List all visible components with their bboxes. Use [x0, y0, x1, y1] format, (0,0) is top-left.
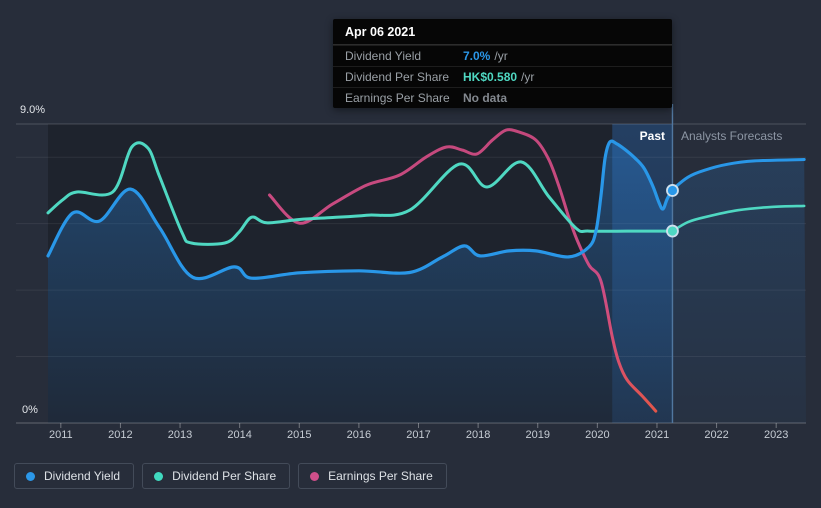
legend-label: Earnings Per Share [328, 469, 433, 483]
x-axis-label-2014: 2014 [227, 429, 252, 441]
tooltip-value-dividend-per-share: HK$0.580 [463, 70, 518, 84]
past-zone-label: Past [639, 129, 665, 143]
x-axis-label-2011: 2011 [48, 429, 73, 441]
tooltip-row-dividend-yield: Dividend Yield 7.0% /yr [333, 45, 672, 66]
chart-legend: Dividend Yield Dividend Per Share Earnin… [14, 463, 447, 489]
x-axis-label-2016: 2016 [346, 429, 372, 441]
dividend-yield-marker-dot[interactable] [666, 184, 679, 197]
legend-item-dividend-yield[interactable]: Dividend Yield [14, 463, 135, 489]
legend-item-earnings-per-share[interactable]: Earnings Per Share [298, 463, 447, 489]
y-axis-max-label: 9.0% [20, 104, 46, 116]
x-axis-label-2019: 2019 [525, 429, 550, 441]
earnings-per-share-line [268, 128, 658, 413]
tooltip-value-earnings-per-share: No data [463, 91, 508, 105]
chart-tooltip: Apr 06 2021 Dividend Yield 7.0% /yr Divi… [333, 19, 672, 108]
x-axis-label-2022: 2022 [704, 429, 729, 441]
tooltip-row-dividend-per-share: Dividend Per Share HK$0.580 /yr [333, 66, 672, 87]
tooltip-value-dividend-yield: 7.0% [463, 49, 491, 63]
tooltip-date: Apr 06 2021 [333, 19, 672, 45]
dividend-per-share-dot-icon [154, 471, 164, 481]
dividend-yield-area-forecast [672, 159, 806, 423]
dividend-yield-line-past [46, 139, 675, 281]
legend-label: Dividend Yield [44, 469, 121, 483]
dividend-history-chart[interactable] [0, 0, 821, 455]
tooltip-row-earnings-per-share: Earnings Per Share No data [333, 87, 672, 108]
x-axis-label-2021: 2021 [644, 429, 670, 441]
dividend-yield-area-past [48, 141, 673, 423]
dividend-per-share-marker-dot[interactable] [666, 224, 679, 238]
x-axis-label-2012: 2012 [108, 429, 133, 441]
legend-label: Dividend Per Share [172, 469, 277, 483]
dividend-yield-line-forecast [671, 158, 806, 191]
x-axis-label-2020: 2020 [585, 429, 610, 441]
y-axis-min-label: 0% [22, 404, 38, 416]
x-axis-label-2023: 2023 [763, 429, 789, 441]
x-axis-label-2013: 2013 [167, 429, 193, 441]
x-axis-label-2015: 2015 [287, 429, 312, 441]
dividend-yield-dot-icon [26, 471, 35, 481]
dividend-per-share-line-forecast [671, 204, 806, 233]
earnings-per-share-dot-icon [310, 471, 320, 481]
legend-item-dividend-per-share[interactable]: Dividend Per Share [142, 463, 291, 489]
forecast-zone-label: Analysts Forecasts [681, 129, 783, 143]
x-axis-label-2018: 2018 [465, 429, 491, 441]
dividend-per-share-line-past [46, 141, 674, 246]
x-axis-label-2017: 2017 [406, 429, 431, 441]
